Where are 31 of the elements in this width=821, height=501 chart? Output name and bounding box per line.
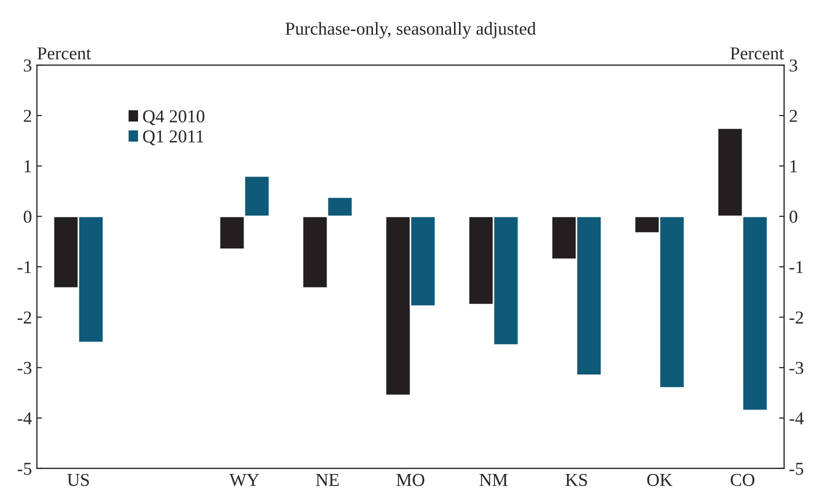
x-tick-label: US [67, 474, 89, 486]
y-tick-label: -3 [18, 362, 32, 374]
y2-tick-label: -1 [790, 261, 803, 274]
y2-tick-label: -3 [790, 362, 804, 374]
y-tick-label: -5 [18, 462, 32, 475]
y-tick-label: -2 [18, 312, 32, 324]
x-tick-label: CO [730, 474, 754, 486]
x-tick-label: OK [647, 474, 672, 486]
y2-tick-label: 2 [790, 110, 797, 122]
legend-label: Q4 2010 [143, 110, 204, 126]
x-tick-label: NE [316, 474, 339, 486]
y2-tick-label: -5 [790, 462, 804, 475]
y-tick-label: -1 [18, 261, 31, 274]
chart-title: Purchase-only, seasonally adjusted [285, 22, 536, 38]
x-tick-label: KS [566, 474, 587, 486]
y2-axis-title: Percent [730, 47, 784, 60]
y-tick-label: 3 [24, 59, 32, 72]
x-tick-label: NM [479, 474, 508, 486]
y-tick-label: 0 [24, 210, 32, 223]
y-tick-label: 1 [24, 160, 31, 172]
y2-tick-label: 0 [790, 210, 798, 223]
x-tick-label: WY [229, 474, 260, 486]
x-tick-label: MO [396, 474, 424, 486]
y-tick-label: 2 [24, 110, 32, 122]
y2-tick-label: 1 [790, 160, 797, 172]
y2-tick-label: -2 [790, 312, 803, 324]
y2-tick-label: -4 [790, 412, 804, 424]
y-axis-title: Percent [37, 47, 91, 60]
y-tick-label: -4 [18, 412, 32, 424]
legend-label: Q1 2011 [143, 130, 204, 146]
y2-tick-label: 3 [790, 59, 798, 72]
